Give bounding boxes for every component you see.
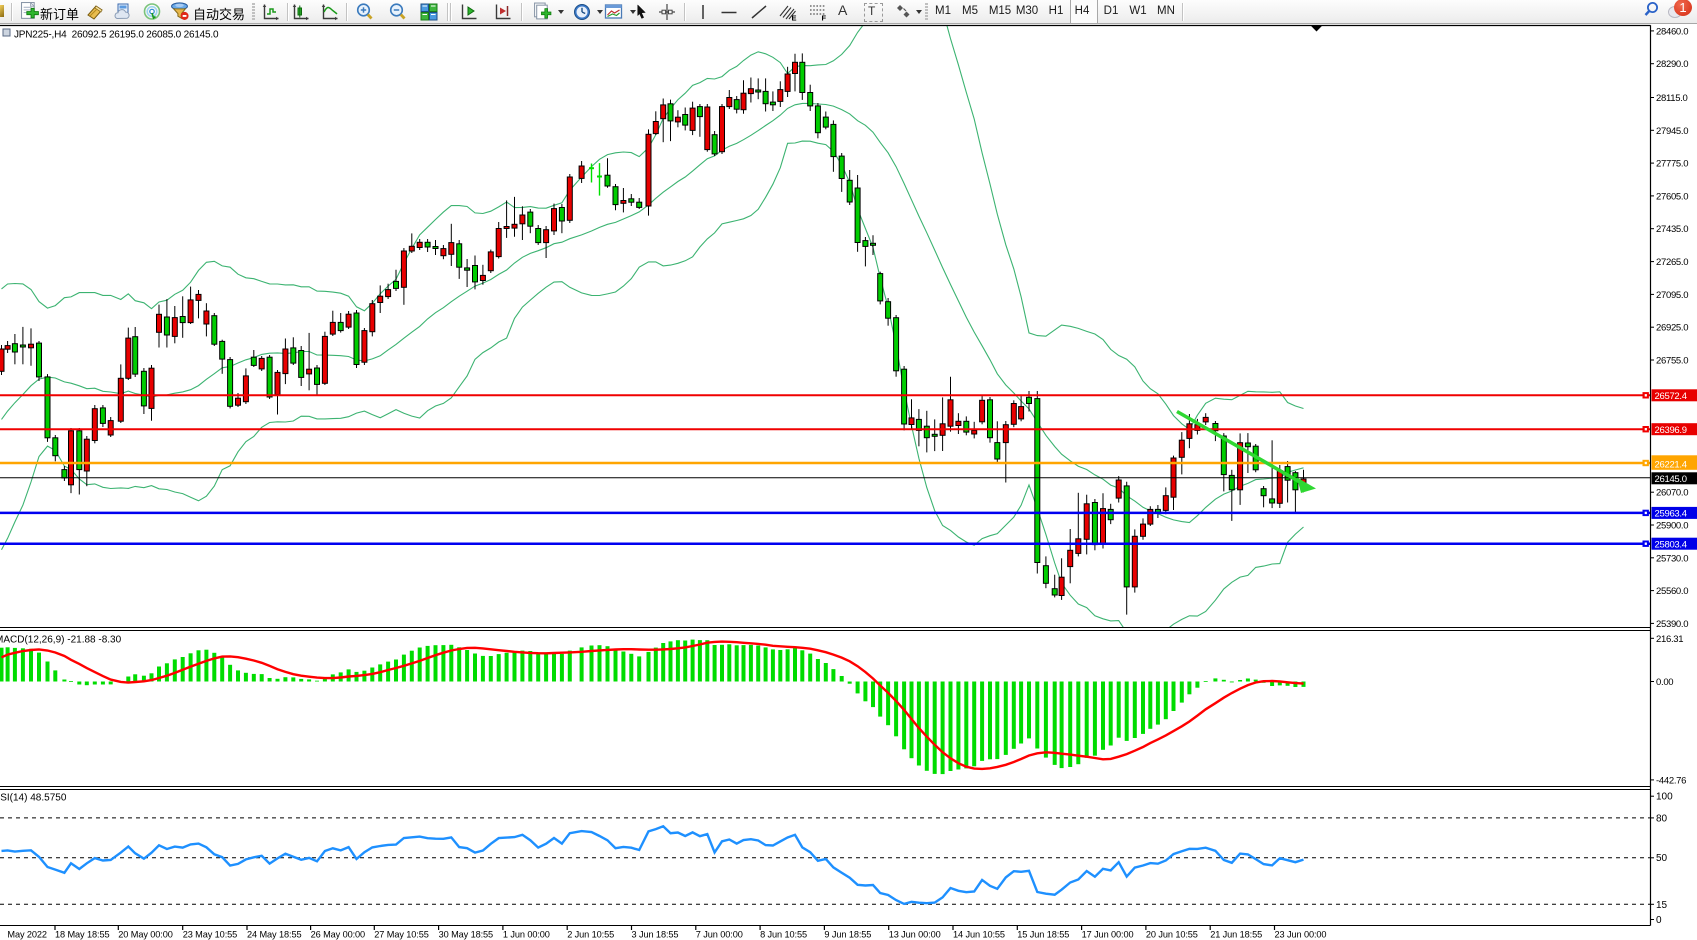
svg-text:27435.0: 27435.0 [1656,224,1688,235]
svg-text:27095.0: 27095.0 [1656,290,1688,301]
svg-text:25560.0: 25560.0 [1656,586,1688,597]
svg-text:26145.0: 26145.0 [1655,474,1687,485]
svg-text:18 May 18:55: 18 May 18:55 [55,930,109,940]
svg-text:25900.0: 25900.0 [1656,521,1688,532]
svg-text:20 Jun 10:55: 20 Jun 10:55 [1146,930,1198,940]
svg-text:28460.0: 28460.0 [1656,26,1688,37]
svg-text:27 May 10:55: 27 May 10:55 [374,930,428,940]
svg-text:26572.4: 26572.4 [1655,391,1687,402]
svg-text:100: 100 [1656,792,1673,803]
svg-text:20 May 00:00: 20 May 00:00 [118,930,172,940]
svg-text:26 May 00:00: 26 May 00:00 [311,930,365,940]
svg-text:28115.0: 28115.0 [1656,93,1688,104]
svg-text:-442.76: -442.76 [1656,775,1686,786]
svg-text:E: E [792,14,797,22]
svg-text:15: 15 [1656,900,1668,911]
svg-text:8 Jun 10:55: 8 Jun 10:55 [760,930,807,940]
svg-text:MACD(12,26,9) -21.88 -8.30: MACD(12,26,9) -21.88 -8.30 [0,635,122,646]
svg-text:25730.0: 25730.0 [1656,553,1688,564]
svg-text:28290.0: 28290.0 [1656,59,1688,70]
svg-text:26396.9: 26396.9 [1655,425,1687,436]
svg-text:17 Jun 00:00: 17 Jun 00:00 [1082,930,1134,940]
svg-text:26221.4: 26221.4 [1655,460,1687,471]
svg-text:JPN225-,H4 26092.5 26195.0 26: JPN225-,H4 26092.5 26195.0 26085.0 26145… [14,30,219,41]
svg-text:2 Jun 10:55: 2 Jun 10:55 [567,930,614,940]
svg-text:15 Jun 18:55: 15 Jun 18:55 [1017,930,1069,940]
svg-text:27945.0: 27945.0 [1656,126,1688,137]
svg-text:3 Jun 18:55: 3 Jun 18:55 [632,930,679,940]
svg-text:9 Jun 18:55: 9 Jun 18:55 [824,930,871,940]
svg-text:May 2022: May 2022 [7,930,47,940]
svg-text:23 May 10:55: 23 May 10:55 [183,930,237,940]
svg-text:27265.0: 27265.0 [1656,257,1688,268]
svg-text:26755.0: 26755.0 [1656,356,1688,367]
svg-text:14 Jun 10:55: 14 Jun 10:55 [953,930,1005,940]
svg-text:26925.0: 26925.0 [1656,323,1688,334]
svg-text:21 Jun 18:55: 21 Jun 18:55 [1210,930,1262,940]
svg-text:24 May 18:55: 24 May 18:55 [247,930,301,940]
svg-text:25803.4: 25803.4 [1655,540,1687,551]
svg-text:50: 50 [1656,853,1668,864]
svg-text:27775.0: 27775.0 [1656,159,1688,170]
svg-text:0: 0 [1656,915,1662,926]
svg-text:RSI(14) 48.5750: RSI(14) 48.5750 [0,793,67,804]
svg-text:30 May 18:55: 30 May 18:55 [439,930,493,940]
svg-text:F: F [822,14,827,22]
svg-text:7 Jun 00:00: 7 Jun 00:00 [696,930,743,940]
svg-text:0.00: 0.00 [1656,677,1673,688]
svg-text:13 Jun 00:00: 13 Jun 00:00 [889,930,941,940]
svg-text:25963.4: 25963.4 [1655,509,1687,520]
svg-text:23 Jun 00:00: 23 Jun 00:00 [1275,930,1327,940]
svg-text:26070.0: 26070.0 [1656,488,1688,499]
svg-text:216.31: 216.31 [1656,634,1683,645]
svg-text:27605.0: 27605.0 [1656,191,1688,202]
svg-text:1 Jun 00:00: 1 Jun 00:00 [503,930,550,940]
svg-text:80: 80 [1656,813,1668,824]
svg-text:25390.0: 25390.0 [1656,619,1688,630]
